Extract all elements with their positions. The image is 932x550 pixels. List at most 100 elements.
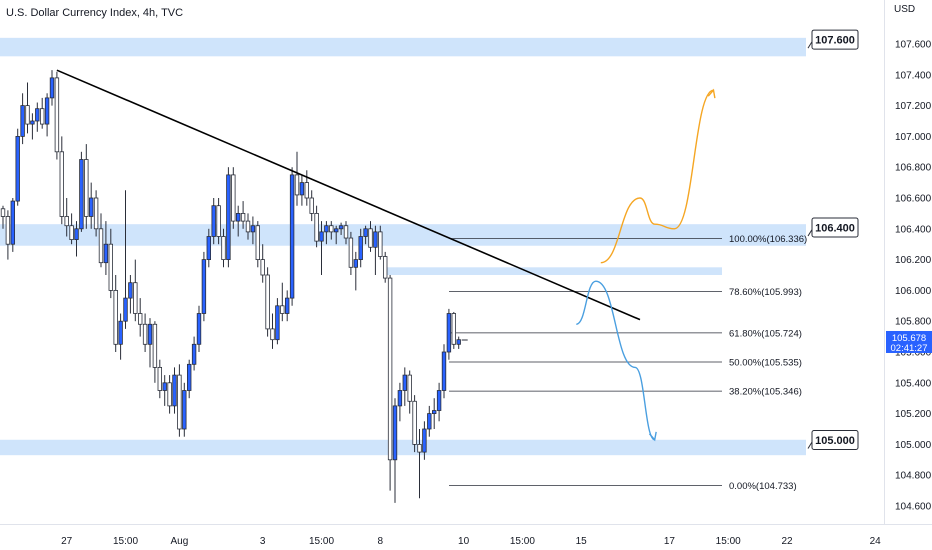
candle-body xyxy=(69,225,74,240)
candle-body xyxy=(397,390,403,407)
candle-body xyxy=(25,105,30,125)
candle-body xyxy=(284,297,290,314)
y-tick-label: 105.800 xyxy=(895,317,932,328)
candle-body xyxy=(201,259,207,314)
candle-body xyxy=(113,289,118,345)
candle-body xyxy=(40,108,45,125)
candle-body xyxy=(108,243,113,291)
candle-body xyxy=(260,259,265,276)
x-axis-ticks: 27 15:00 Aug 3 15:00 8 10 15:00 15 17 15:00 22 24 xyxy=(61,536,881,547)
candle-body xyxy=(456,339,461,345)
fib-label: 50.00%(105.535) xyxy=(729,358,802,369)
candle-body xyxy=(235,212,241,222)
candle-body xyxy=(182,390,187,430)
y-tick-label: 106.800 xyxy=(895,163,932,174)
candle-body xyxy=(133,282,138,314)
fib-levels: 100.00%(106.336) 78.60%(105.993) 61.80%(10… xyxy=(449,234,807,492)
candle-body xyxy=(79,159,84,230)
zone-106.400 xyxy=(0,224,806,246)
x-tick-label: 10 xyxy=(458,536,470,547)
candle-body xyxy=(329,225,334,233)
candle-body xyxy=(407,374,412,402)
candle-body xyxy=(123,297,128,322)
candle-body xyxy=(152,323,158,368)
candle-body xyxy=(245,220,251,233)
candle-body xyxy=(275,305,280,341)
y-tick-label: 106.200 xyxy=(895,255,932,266)
candle-body xyxy=(231,174,236,222)
zone-label-box xyxy=(811,29,859,50)
current-price-countdown: 02:41:27 xyxy=(891,343,928,354)
candle-body xyxy=(93,197,99,230)
y-tick-label: 105.400 xyxy=(895,378,932,389)
candle-body xyxy=(412,400,417,445)
y-tick-label: 107.000 xyxy=(895,132,932,143)
y-tick-label: 104.800 xyxy=(895,471,932,482)
y-tick-label: 107.200 xyxy=(895,101,932,112)
y-tick-label: 106.400 xyxy=(895,224,932,235)
zone-label-box xyxy=(811,217,859,238)
candle-body xyxy=(5,216,11,245)
candle-body xyxy=(314,212,319,242)
candle-body xyxy=(392,405,398,461)
axes: USD xyxy=(0,0,932,525)
candle-body xyxy=(167,382,172,407)
candle-body xyxy=(441,351,447,391)
x-tick-label: 8 xyxy=(378,536,384,547)
zone-label-text: 105.000 xyxy=(815,435,855,447)
candle-body xyxy=(128,282,133,299)
x-tick-label: 3 xyxy=(260,536,266,547)
candle-body xyxy=(196,313,202,345)
candle-body xyxy=(172,374,177,407)
candle-body xyxy=(270,328,275,341)
fib-label: 61.80%(105.724) xyxy=(729,328,802,339)
candle-body xyxy=(118,320,123,345)
candle-body xyxy=(343,225,349,239)
currency-label: USD xyxy=(894,4,915,15)
zone-107.600 xyxy=(0,37,806,57)
candle-body xyxy=(417,443,422,453)
candle-body xyxy=(157,366,162,391)
candle-body xyxy=(382,256,388,279)
candle-body xyxy=(348,237,354,268)
candle-body xyxy=(177,374,182,430)
y-axis-ticks: 107.600 107.400 107.200 107.000 106.800 106.6… xyxy=(895,40,932,513)
candle-body xyxy=(255,225,260,261)
candle-body xyxy=(280,305,285,314)
x-tick-label: Aug xyxy=(171,536,189,547)
scenario-bearish xyxy=(575,280,656,441)
candle-body xyxy=(206,236,211,261)
x-tick-label: 15:00 xyxy=(113,536,138,547)
candle-body xyxy=(358,236,363,261)
zone-label-106.400: 106.400 xyxy=(807,217,859,238)
candle-body xyxy=(216,205,221,237)
zone-label-105.000: 105.000 xyxy=(807,429,859,450)
fib-label: 100.00%(106.336) xyxy=(729,234,807,245)
zone-label-107.600: 107.600 xyxy=(807,29,859,50)
candle-body xyxy=(137,313,143,325)
candle-body xyxy=(309,197,314,214)
candle-body xyxy=(431,410,437,414)
candle-body xyxy=(378,231,383,257)
candle-body xyxy=(422,428,427,453)
y-tick-label: 107.400 xyxy=(895,70,932,81)
candle-body xyxy=(304,182,309,199)
y-tick-label: 105.200 xyxy=(895,409,932,420)
candle-body xyxy=(373,231,378,248)
candle-body xyxy=(84,159,89,217)
candle-body xyxy=(387,277,393,461)
candle-body xyxy=(294,174,300,196)
candle-body xyxy=(353,259,358,268)
candle-body xyxy=(54,77,60,153)
candle-body xyxy=(186,363,192,391)
candle-body xyxy=(103,243,109,264)
candle-body xyxy=(211,205,216,237)
candle-body xyxy=(446,313,452,353)
x-tick-label: 15:00 xyxy=(309,536,334,547)
candle-body xyxy=(30,120,35,125)
x-tick-label: 17 xyxy=(664,536,676,547)
zone-label-text: 107.600 xyxy=(815,35,855,47)
scenario-bullish xyxy=(600,89,714,264)
candle-body xyxy=(98,228,104,264)
